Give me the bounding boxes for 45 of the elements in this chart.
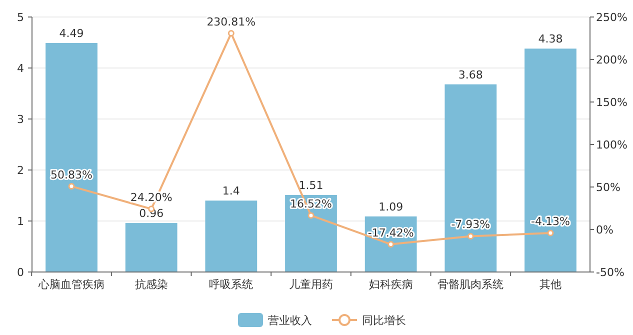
- x-tick-label: 儿童用药: [289, 278, 333, 291]
- bar: [205, 200, 258, 272]
- y-tick-label: 4: [17, 62, 24, 75]
- y2-tick-label: 50%: [596, 181, 620, 194]
- bar: [524, 48, 576, 272]
- x-tick-label: 妇科疾病: [368, 278, 413, 291]
- y-tick-label: 0: [17, 266, 24, 279]
- bar: [285, 194, 337, 272]
- data-label: -17.42%: [368, 226, 414, 240]
- data-label: 50.83%: [50, 168, 92, 182]
- y2-tick-label: 250%: [596, 11, 628, 24]
- y2-tick-label: 150%: [596, 96, 628, 109]
- y2-tick-label: 0%: [596, 224, 614, 236]
- data-label: 1.51: [298, 178, 324, 192]
- y2-tick-label: 100%: [596, 138, 628, 152]
- point: [308, 212, 314, 219]
- bar: [46, 43, 98, 272]
- x-tick-label: 其他: [539, 278, 562, 291]
- data-label: 4.38: [538, 32, 563, 46]
- point: [68, 183, 75, 190]
- y-tick-label: 1: [17, 215, 24, 228]
- x-tick-label: 心脑血管疾病: [38, 278, 105, 291]
- y2-tick-label: -50%: [596, 266, 624, 279]
- bar: [444, 84, 497, 272]
- point: [228, 30, 234, 37]
- legend-label: 同比增长: [362, 314, 406, 327]
- bar: [125, 223, 178, 272]
- y-tick-label: 3: [17, 113, 24, 126]
- data-label: 1.09: [378, 200, 404, 214]
- data-label: 230.81%: [206, 15, 256, 28]
- point: [547, 230, 554, 236]
- point: [467, 232, 474, 240]
- data-label: -7.93%: [451, 218, 490, 232]
- x-tick-label: 抗感染: [134, 278, 168, 291]
- x-tick-label: 骨骼肌肉系统: [438, 278, 504, 291]
- data-label: 1.4: [222, 184, 240, 198]
- x-tick-label: 呼吸系统: [209, 278, 254, 291]
- y-tick-label: 2: [17, 164, 24, 177]
- y-tick-label: 5: [17, 11, 24, 24]
- y2-tick-label: 200%: [596, 54, 628, 66]
- data-label: 3.68: [458, 68, 483, 82]
- data-label: -4.13%: [531, 215, 570, 228]
- legend-label: 营业收入: [268, 314, 312, 327]
- data-label: 4.49: [59, 27, 84, 40]
- point: [388, 241, 394, 248]
